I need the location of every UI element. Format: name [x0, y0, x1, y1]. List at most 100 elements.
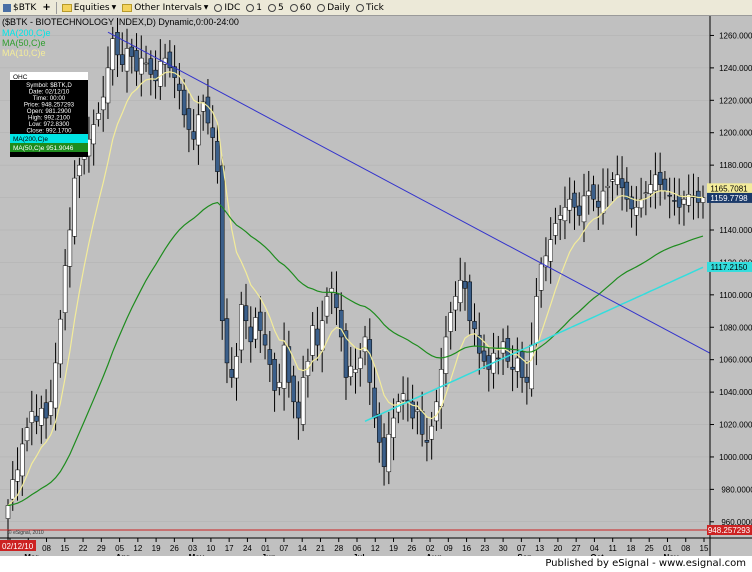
candle-body [462, 281, 468, 289]
candle-body [543, 255, 549, 268]
last-price-label: 1159.7798 [710, 194, 748, 203]
candle-body [519, 351, 525, 378]
data-window-row: Symbol: $BTK,D [26, 82, 72, 89]
candle-body [377, 413, 382, 443]
price-chart[interactable]: 960.0000 980.0000 1000.0000 1020.0000 1040.0… [0, 16, 752, 556]
candle-body [596, 200, 601, 208]
candle-body [500, 341, 506, 354]
interval-label: Daily [327, 2, 350, 13]
candle-body [234, 356, 239, 379]
y-tick-label: 1020.0000 [719, 421, 752, 430]
candle-body [181, 89, 187, 116]
x-tick-label: 19 [152, 544, 161, 553]
interval-idc[interactable]: IDC [211, 1, 243, 15]
interval-tick[interactable]: Tick [353, 1, 387, 15]
chart-icon [3, 3, 11, 12]
candle-body [381, 437, 387, 467]
data-window-header-bg [10, 72, 88, 80]
x-tick-label: 05 [115, 544, 124, 553]
candle-body [477, 334, 482, 354]
x-tick-label: 27 [572, 544, 581, 553]
other-intervals-menu[interactable]: Other Intervals ▼ [119, 1, 211, 15]
candle-body [343, 330, 349, 378]
candle-body [615, 174, 620, 185]
watermark: © eSignal, 2010 [8, 529, 44, 536]
interval-60[interactable]: 60 [287, 1, 314, 15]
y-tick-label: 1220.0000 [719, 96, 752, 105]
ma50-label: MA(50,C)e [2, 38, 46, 48]
candle-body [29, 411, 35, 423]
candle-body [467, 281, 472, 322]
candle-body [77, 164, 82, 177]
candle-body [610, 179, 615, 182]
x-tick-label: 02 [426, 544, 435, 553]
x-tick-label: 30 [499, 544, 508, 553]
candle-body [215, 140, 220, 172]
candle-body [239, 304, 244, 351]
candle-body [186, 108, 192, 130]
y-tick-label: 1200.0000 [719, 129, 752, 138]
equities-menu[interactable]: Equities ▼ [59, 1, 119, 15]
x-tick-label: 26 [170, 544, 179, 553]
candle-body [286, 346, 292, 383]
symbol-menu[interactable]: $BTK [0, 1, 39, 15]
cursor-price-label: 948.257293 [708, 526, 751, 535]
candle-body [562, 207, 568, 222]
x-tick-label: 08 [42, 544, 51, 553]
candle-body [510, 366, 515, 370]
moving-averages [7, 71, 704, 507]
candle-body [210, 127, 215, 138]
candle-body [248, 326, 254, 343]
candle-body [315, 328, 320, 346]
candle-body [191, 131, 196, 140]
interval-icon [246, 3, 255, 12]
candle-body [672, 200, 677, 202]
x-tick-label: 18 [626, 544, 635, 553]
x-tick-label: 04 [590, 544, 599, 553]
interval-5[interactable]: 5 [265, 1, 287, 15]
interval-icon [317, 3, 326, 12]
x-tick-label: 26 [407, 544, 416, 553]
x-tick-label: 12 [371, 544, 380, 553]
y-tick-label: 1180.0000 [719, 161, 752, 170]
ma200-line [364, 266, 704, 422]
candle-body [58, 318, 63, 365]
candle-body [619, 178, 625, 189]
interval-1[interactable]: 1 [243, 1, 265, 15]
equities-label: Equities [73, 2, 110, 13]
candle-body [39, 408, 44, 426]
candle-body [586, 190, 592, 196]
x-tick-label: 24 [243, 544, 252, 553]
x-tick-label: 01 [663, 544, 672, 553]
x-tick-label: 13 [535, 544, 544, 553]
candle-body [372, 387, 377, 419]
candle-body [481, 350, 487, 362]
x-tick-label: 25 [645, 544, 654, 553]
data-window-header: OHC [13, 74, 28, 81]
month-label: May [189, 553, 205, 556]
ma10-label: MA(10,C)e [2, 48, 46, 58]
x-tick-label: 22 [79, 544, 88, 553]
date-box-bg [0, 540, 36, 551]
candle-body [572, 192, 577, 208]
candle-body [424, 440, 430, 443]
candle-body [434, 401, 439, 422]
interval-daily[interactable]: Daily [314, 1, 353, 15]
candle-body [686, 194, 691, 206]
candle-body [429, 425, 434, 440]
add-button[interactable]: + [39, 1, 53, 15]
trendline[interactable] [107, 31, 711, 354]
interval-label: 5 [278, 2, 284, 13]
ma200-label: MA(200,C)e [2, 28, 51, 38]
candle-body [291, 375, 296, 403]
data-window-row: Low: 972.8300 [29, 121, 70, 128]
date-box: 02/12/10 [2, 542, 34, 551]
ma50-line [7, 201, 704, 507]
data-window-ma200-bg [10, 134, 88, 143]
x-tick-label: 09 [444, 544, 453, 553]
candle-body [258, 311, 263, 331]
candle-body [667, 194, 672, 197]
x-tick-label: 21 [316, 544, 325, 553]
